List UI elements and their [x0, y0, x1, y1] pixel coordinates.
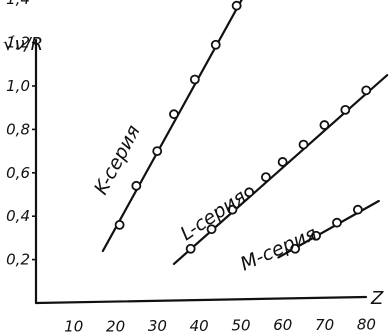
data-point — [114, 219, 125, 230]
data-point — [311, 230, 321, 241]
x-tick-label: 50 — [231, 317, 250, 335]
axes — [34, 38, 368, 305]
y-axis-title: √ν/R — [3, 34, 43, 55]
data-point — [361, 85, 372, 96]
data-point — [340, 104, 351, 115]
ticks: 0,2 0,4 0,6 0,8 1,0 1,2 1,4 10 20 30 40 50 60 70 80 — [6, 0, 376, 335]
series-group — [101, 0, 389, 266]
data-point — [185, 243, 196, 254]
y-tick-label: 1,2 — [6, 34, 30, 52]
x-tick-label: 10 — [64, 318, 83, 335]
data-point — [131, 180, 142, 191]
y-tick-label: 0,4 — [6, 207, 30, 225]
x-axis-title: Z — [370, 288, 384, 309]
data-point — [210, 39, 221, 50]
data-point — [332, 217, 342, 228]
data-point — [206, 224, 217, 235]
x-tick-label: 60 — [273, 316, 292, 334]
series-label: L-серия — [176, 186, 250, 246]
x-tick-label: 20 — [106, 317, 125, 335]
data-point — [290, 243, 301, 254]
x-tick-label: 30 — [148, 317, 167, 335]
series-label: M-серия — [237, 222, 320, 275]
data-point — [227, 204, 238, 215]
data-point — [169, 109, 179, 120]
data-point — [231, 0, 242, 11]
data-point — [244, 187, 255, 198]
data-point — [298, 139, 309, 150]
y-tick-label: 0,2 — [6, 251, 30, 269]
x-axis-line — [34, 295, 368, 305]
y-tick-label: 1,0 — [6, 77, 30, 95]
data-point — [189, 74, 200, 85]
data-point — [152, 146, 163, 157]
y-tick-label: 1,4 — [6, 0, 30, 8]
x-tick-label: 70 — [315, 316, 334, 334]
data-point — [277, 157, 288, 167]
x-tick-label: 80 — [357, 316, 376, 334]
data-point — [352, 204, 363, 215]
y-tick-label: 0,8 — [6, 120, 30, 138]
x-tick-label: 40 — [190, 317, 209, 335]
data-point — [319, 120, 330, 130]
y-tick-label: 0,6 — [6, 164, 30, 182]
data-point — [260, 172, 271, 183]
